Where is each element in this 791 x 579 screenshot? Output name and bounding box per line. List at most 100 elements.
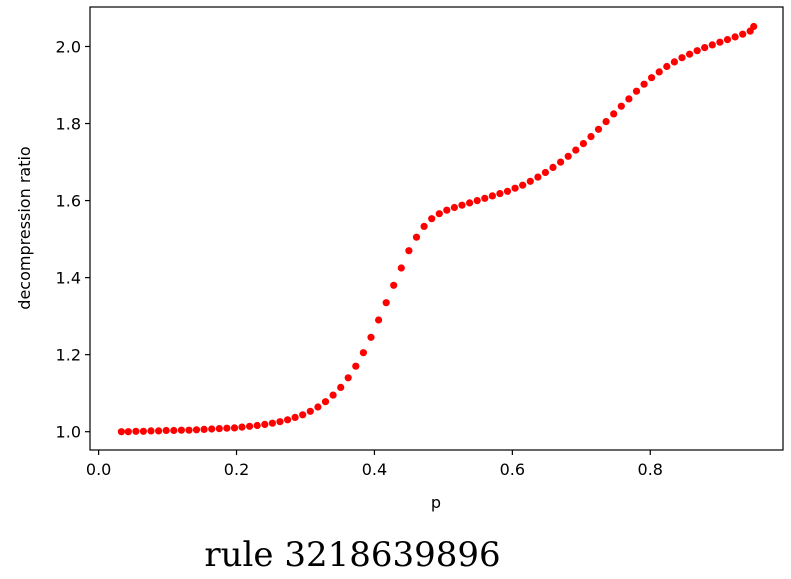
y-tick-label: 1.4 — [56, 269, 81, 288]
x-tick-label: 0.8 — [638, 460, 663, 479]
data-point — [458, 201, 466, 209]
data-point — [526, 177, 534, 185]
data-point — [466, 199, 474, 207]
data-point — [253, 421, 261, 430]
plot-area — [90, 7, 783, 450]
data-point — [223, 424, 231, 432]
y-tick-label: 2.0 — [56, 37, 81, 56]
data-point — [147, 427, 155, 435]
data-point — [382, 299, 390, 307]
y-tick-label: 1.2 — [56, 346, 81, 365]
y-tick-label: 1.6 — [56, 192, 81, 211]
data-point — [412, 233, 421, 241]
data-point — [716, 38, 724, 46]
data-point — [238, 423, 246, 431]
data-point — [208, 425, 216, 433]
data-point — [162, 426, 170, 435]
data-point — [640, 80, 648, 88]
x-axis-label: p — [431, 493, 441, 512]
data-point — [602, 118, 610, 126]
data-point — [648, 74, 656, 82]
data-point — [693, 47, 701, 55]
data-point — [359, 349, 367, 357]
data-point — [177, 426, 185, 434]
data-point — [397, 264, 405, 272]
data-point — [261, 420, 269, 428]
data-point — [428, 215, 436, 223]
data-point — [731, 33, 739, 41]
data-point — [678, 54, 686, 62]
data-point — [306, 407, 314, 415]
plot-frame — [89, 6, 784, 451]
data-point — [739, 30, 747, 38]
data-point — [670, 58, 679, 66]
data-point — [450, 203, 458, 212]
data-point — [155, 427, 163, 435]
data-point — [299, 411, 307, 419]
data-point — [579, 140, 588, 148]
y-axis-ticks: 1.0 1.2 1.4 1.6 1.8 2.0 — [56, 37, 90, 442]
data-point — [511, 184, 519, 192]
data-point — [701, 44, 709, 52]
data-point — [367, 333, 375, 341]
data-point — [321, 398, 330, 406]
data-point — [594, 125, 603, 133]
data-point — [708, 41, 716, 49]
data-point — [284, 416, 292, 424]
data-point — [663, 62, 671, 71]
data-point — [230, 424, 239, 432]
data-point — [337, 383, 345, 391]
data-point — [314, 403, 322, 411]
data-point — [443, 206, 451, 214]
data-point — [246, 422, 254, 430]
data-point — [557, 158, 565, 166]
data-points — [117, 22, 758, 436]
data-point — [686, 50, 694, 58]
data-point — [549, 163, 557, 171]
y-axis-label: decompression ratio — [15, 146, 34, 309]
scatter-chart: 0.0 0.2 0.4 0.6 0.8 1.0 1.2 1.4 1.6 1.8 2.0 p dec… — [15, 6, 784, 512]
x-axis-ticks: 0.0 0.2 0.4 0.6 0.8 — [86, 450, 663, 479]
data-point — [564, 152, 572, 160]
data-point — [655, 68, 663, 76]
data-point — [329, 391, 337, 399]
data-point — [192, 426, 201, 434]
data-point — [420, 222, 428, 230]
data-point — [344, 374, 352, 382]
data-point — [632, 87, 641, 95]
data-point — [723, 36, 732, 44]
data-point — [750, 22, 758, 31]
chart-caption: rule 3218639896 — [204, 535, 501, 575]
data-point — [473, 197, 481, 205]
y-tick-label: 1.0 — [56, 423, 81, 442]
data-point — [572, 146, 580, 154]
data-point — [124, 428, 132, 436]
data-point — [519, 181, 527, 189]
data-point — [291, 413, 299, 421]
x-tick-label: 0.6 — [500, 460, 525, 479]
data-point — [625, 95, 633, 103]
x-tick-label: 0.4 — [362, 460, 387, 479]
data-point — [390, 281, 398, 289]
data-point — [610, 110, 618, 118]
data-point — [488, 192, 496, 200]
data-point — [534, 173, 542, 181]
data-point — [215, 425, 223, 433]
data-point — [481, 194, 489, 202]
data-point — [617, 102, 625, 110]
data-point — [405, 247, 413, 255]
x-tick-label: 0.2 — [224, 460, 249, 479]
data-point — [496, 190, 504, 198]
data-point — [170, 426, 178, 435]
data-point — [352, 362, 360, 370]
data-point — [185, 426, 193, 434]
data-point — [268, 419, 276, 427]
x-tick-label: 0.0 — [86, 460, 111, 479]
data-point — [139, 427, 147, 435]
data-point — [375, 316, 383, 324]
data-point — [587, 133, 595, 141]
data-point — [435, 210, 443, 218]
data-point — [117, 428, 125, 436]
data-point — [503, 187, 512, 195]
y-tick-label: 1.8 — [56, 115, 81, 134]
